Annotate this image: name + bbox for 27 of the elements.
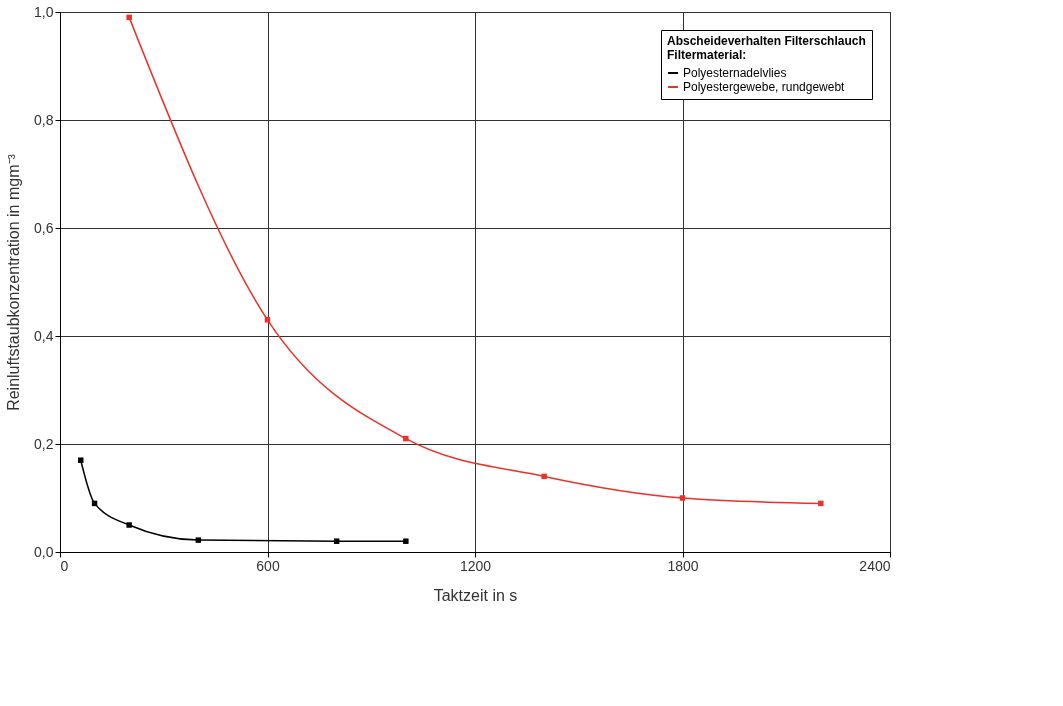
x-tick-label: 2400 [859, 557, 891, 574]
point [403, 538, 409, 544]
point [403, 435, 409, 442]
point [679, 495, 686, 501]
y-tick-label: 0,2 [34, 435, 54, 452]
legend-label: Polyestergewebe, rundgewebt [683, 80, 846, 94]
legend-title: Abscheideverhalten Filterschlauch Filtermaterial: [667, 34, 866, 62]
legend-label: Polyesternadelvlies [683, 66, 787, 80]
point [541, 473, 547, 480]
x-tick-label: 1200 [459, 557, 492, 574]
y-tick-label: 1,0 [34, 3, 54, 20]
x-axis-title: Taktzeit in s [433, 586, 518, 604]
point [264, 317, 271, 323]
x-tick-label: 600 [256, 557, 280, 574]
x-tick-label: 0 [60, 557, 69, 574]
x-tick-label: 1800 [667, 557, 699, 574]
point [818, 500, 824, 507]
y-axis-title: Reinluftstaubkonzentration in mgm⁻³ [5, 153, 23, 411]
point [126, 522, 132, 528]
point [195, 537, 202, 543]
y-tick-label: 0,6 [34, 219, 54, 236]
point [126, 14, 132, 21]
y-tick-label: 0,0 [34, 543, 54, 560]
y-tick-label: 0,8 [34, 111, 54, 128]
point [333, 538, 340, 544]
point [78, 457, 84, 463]
y-tick-label: 0,4 [34, 327, 54, 344]
